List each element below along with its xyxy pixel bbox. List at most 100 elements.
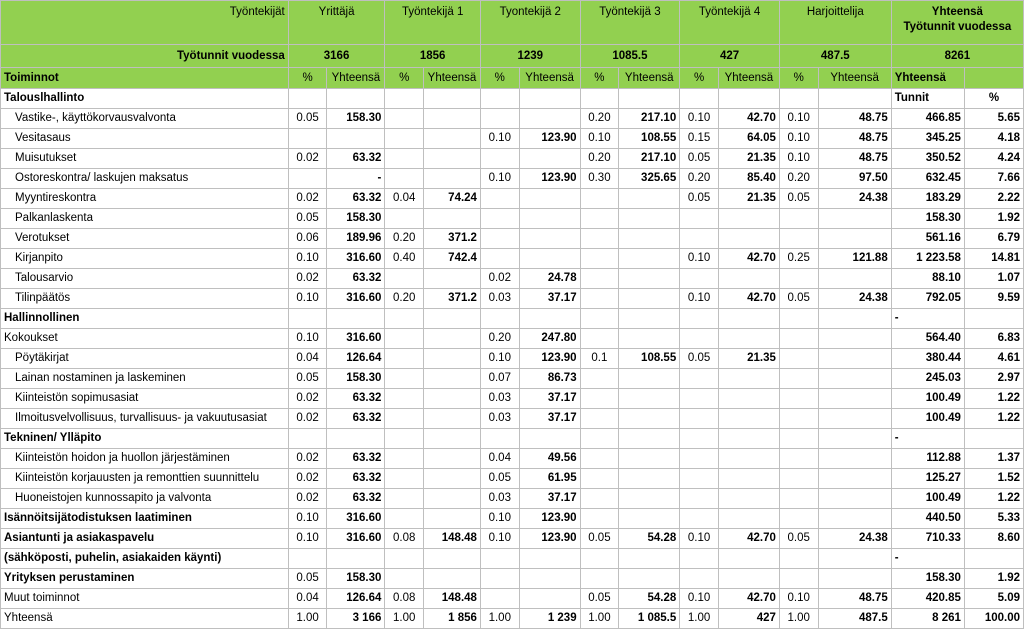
pct-cell[interactable] [384, 208, 425, 229]
pct-cell[interactable]: 0.30 [579, 168, 620, 189]
pct-cell[interactable]: 0.02 [287, 448, 328, 469]
total-hours-cell[interactable]: 350.52 [890, 148, 965, 169]
pct-cell[interactable]: 0.05 [287, 568, 328, 589]
total-pct-cell[interactable]: 4.24 [963, 148, 1024, 169]
hours-cell[interactable] [717, 268, 780, 289]
hours-cell[interactable]: 86.73 [518, 368, 581, 389]
worker-hours[interactable]: 487.5 [778, 44, 892, 68]
hours-cell[interactable] [518, 108, 581, 129]
pct-cell[interactable] [287, 308, 328, 329]
pct-cell[interactable] [778, 88, 819, 109]
hours-cell[interactable]: 42.70 [717, 248, 780, 269]
activity-label[interactable]: Tekninen/ Ylläpito [0, 428, 289, 449]
pct-cell[interactable]: 0.04 [287, 348, 328, 369]
pct-cell[interactable]: 0.10 [778, 588, 819, 609]
hours-cell[interactable] [518, 228, 581, 249]
pct-cell[interactable] [679, 368, 719, 389]
pct-cell[interactable] [384, 268, 425, 289]
pct-cell[interactable] [579, 508, 620, 529]
hours-cell[interactable] [618, 508, 681, 529]
total-hours-cell[interactable]: Tunnit [890, 88, 965, 109]
pct-cell[interactable]: 0.05 [679, 348, 719, 369]
pct-cell[interactable] [579, 188, 620, 209]
pct-cell[interactable]: 0.04 [287, 588, 328, 609]
pct-cell[interactable]: 0.15 [679, 128, 719, 149]
total-pct-cell[interactable] [963, 428, 1024, 449]
pct-cell[interactable]: 0.07 [479, 368, 520, 389]
pct-cell[interactable]: 0.10 [679, 288, 719, 309]
hours-cell[interactable]: 158.30 [326, 568, 386, 589]
hours-cell[interactable] [817, 88, 892, 109]
pct-cell[interactable] [384, 448, 425, 469]
total-pct-cell[interactable]: 1.92 [963, 208, 1024, 229]
hours-cell[interactable]: 37.17 [518, 488, 581, 509]
hours-cell[interactable] [817, 488, 892, 509]
hours-cell[interactable]: 148.48 [423, 588, 481, 609]
hours-cell[interactable] [518, 188, 581, 209]
hours-cell[interactable] [817, 428, 892, 449]
hours-cell[interactable] [423, 268, 481, 289]
sum-header[interactable]: Yhteensä [326, 67, 386, 89]
hours-cell[interactable]: 3 166 [326, 608, 386, 629]
hours-cell[interactable] [618, 88, 681, 109]
hours-cell[interactable] [717, 548, 780, 569]
pct-cell[interactable] [479, 188, 520, 209]
hours-cell[interactable] [817, 368, 892, 389]
hours-cell[interactable]: 108.55 [618, 348, 681, 369]
hours-cell[interactable] [618, 468, 681, 489]
total-pct-cell[interactable]: 4.61 [963, 348, 1024, 369]
pct-cell[interactable] [579, 288, 620, 309]
total-pct-cell[interactable]: 1.92 [963, 568, 1024, 589]
pct-cell[interactable] [479, 228, 520, 249]
hours-cell[interactable]: 123.90 [518, 528, 581, 549]
pct-cell[interactable]: 0.05 [287, 368, 328, 389]
pct-cell[interactable] [579, 308, 620, 329]
pct-cell[interactable] [579, 468, 620, 489]
hours-cell[interactable] [717, 428, 780, 449]
total-pct-cell[interactable]: 1.37 [963, 448, 1024, 469]
pct-cell[interactable]: 0.05 [778, 528, 819, 549]
hours-cell[interactable] [518, 148, 581, 169]
pct-cell[interactable] [679, 468, 719, 489]
hours-cell[interactable]: 42.70 [717, 588, 780, 609]
pct-cell[interactable] [579, 248, 620, 269]
total-hours-cell[interactable]: 245.03 [890, 368, 965, 389]
pct-cell[interactable]: 0.10 [287, 248, 328, 269]
hours-cell[interactable] [618, 308, 681, 329]
total-hours-cell[interactable]: 88.10 [890, 268, 965, 289]
pct-cell[interactable] [384, 408, 425, 429]
total-hours-cell[interactable]: 345.25 [890, 128, 965, 149]
pct-cell[interactable] [384, 148, 425, 169]
hours-cell[interactable]: 48.75 [817, 148, 892, 169]
hours-cell[interactable] [518, 308, 581, 329]
total-hours-cell[interactable]: 440.50 [890, 508, 965, 529]
hours-cell[interactable] [618, 388, 681, 409]
pct-cell[interactable]: 0.20 [384, 288, 425, 309]
pct-cell[interactable] [479, 568, 520, 589]
hours-cell[interactable]: 148.48 [423, 528, 481, 549]
activities-header[interactable]: Toiminnot [0, 67, 289, 89]
hours-cell[interactable] [518, 88, 581, 109]
pct-cell[interactable] [384, 348, 425, 369]
sum-header[interactable]: Yhteensä [717, 67, 780, 89]
hours-cell[interactable] [326, 548, 386, 569]
hours-cell[interactable] [717, 488, 780, 509]
activity-label[interactable]: Kokoukset [0, 328, 289, 349]
activity-label[interactable]: Tilinpäätös [0, 288, 289, 309]
hours-cell[interactable]: 487.5 [817, 608, 892, 629]
hours-cell[interactable] [423, 468, 481, 489]
total-hours-cell[interactable]: 8 261 [890, 608, 965, 629]
activity-label[interactable]: Talousarvio [0, 268, 289, 289]
pct-cell[interactable]: 0.10 [479, 348, 520, 369]
pct-cell[interactable] [479, 428, 520, 449]
total-hours-cell[interactable]: 380.44 [890, 348, 965, 369]
pct-cell[interactable] [479, 108, 520, 129]
activity-label[interactable]: Pöytäkirjat [0, 348, 289, 369]
hours-cell[interactable]: 21.35 [717, 188, 780, 209]
hours-cell[interactable]: 126.64 [326, 348, 386, 369]
hours-cell[interactable]: 1 239 [518, 608, 581, 629]
pct-cell[interactable]: 0.20 [778, 168, 819, 189]
pct-cell[interactable] [579, 208, 620, 229]
total-pct-cell[interactable]: 1.22 [963, 388, 1024, 409]
total-hours-cell[interactable]: 564.40 [890, 328, 965, 349]
